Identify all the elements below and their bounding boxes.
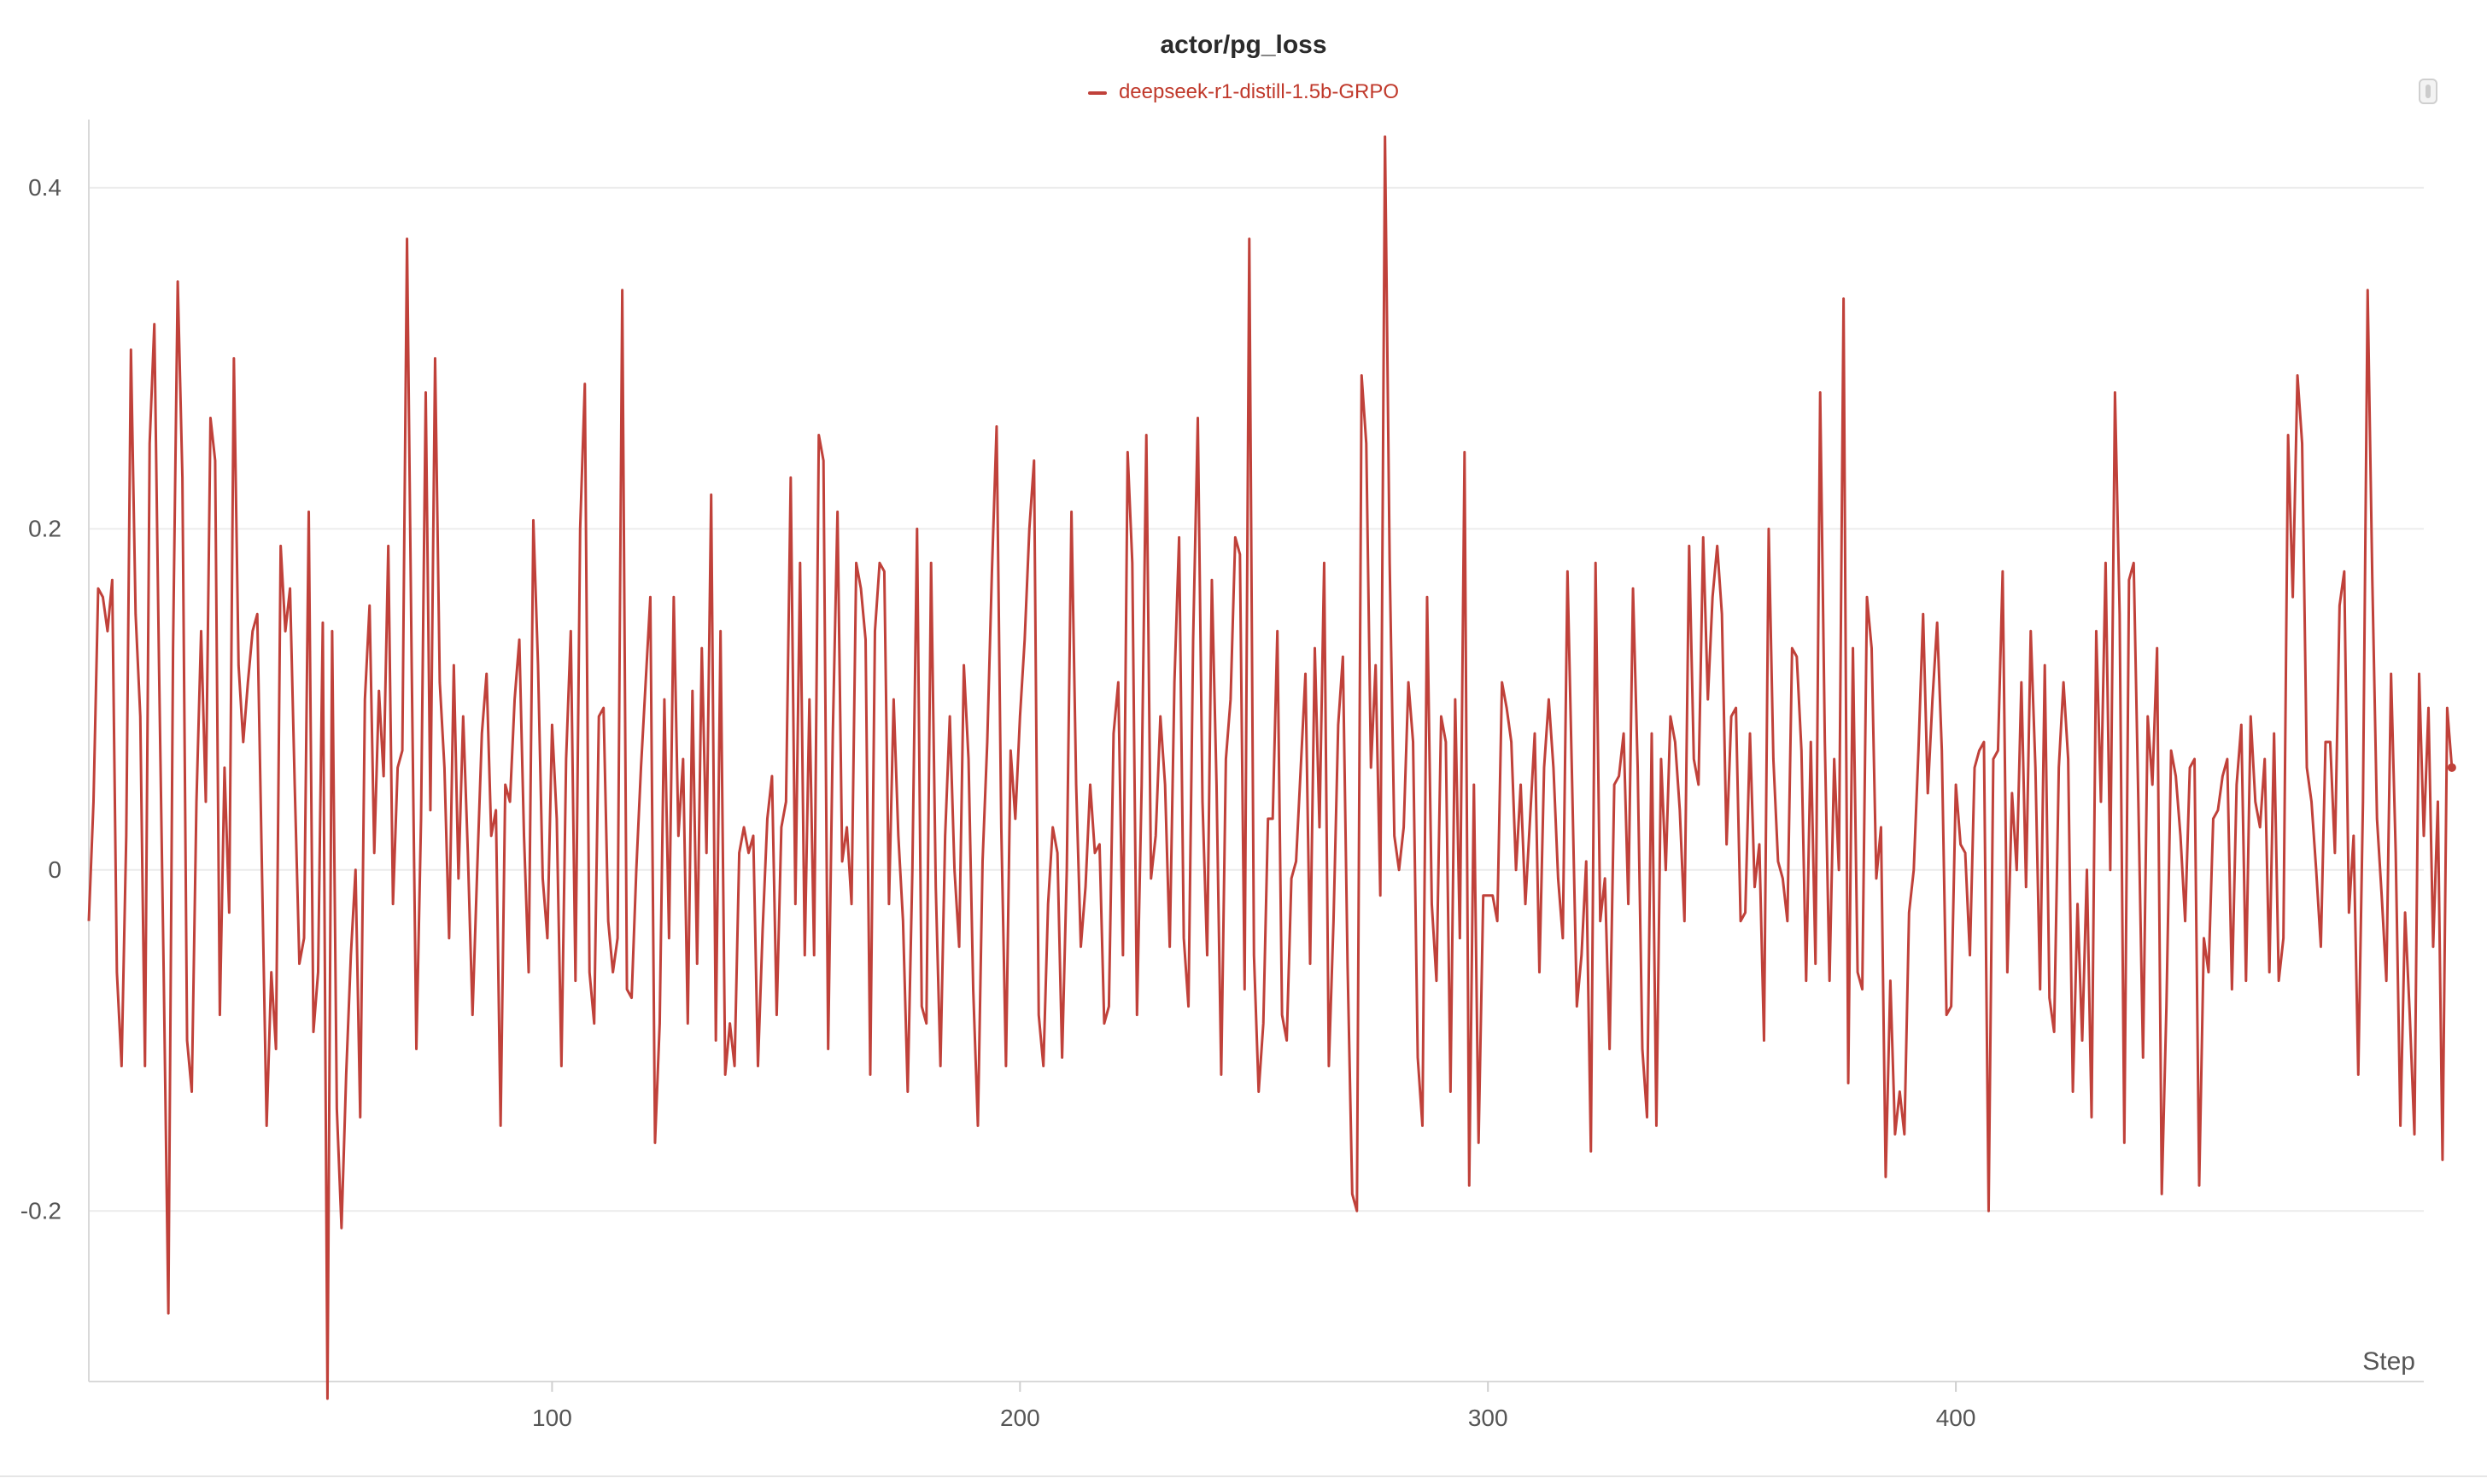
axes (88, 120, 2424, 1392)
y-tick-label: -0.2 (20, 1197, 61, 1224)
y-tick-label: 0 (48, 856, 61, 883)
series-line (87, 135, 2454, 1400)
x-axis-label: Step (2362, 1347, 2415, 1376)
legend-scroll-handle[interactable] (2419, 79, 2437, 104)
series-end-point (2447, 762, 2456, 772)
x-tick-label: 200 (1000, 1405, 1040, 1431)
chart-title: actor/pg_loss (1160, 31, 1327, 59)
x-tick-label: 300 (1468, 1405, 1508, 1431)
legend-swatch (1087, 91, 1107, 95)
y-tick-label: 0.2 (28, 515, 61, 541)
x-tick-label: 400 (1936, 1405, 1976, 1431)
series-layer (87, 135, 2456, 1400)
y-tick-label: 0.4 (28, 174, 61, 201)
x-tick-label: 100 (532, 1405, 572, 1431)
bottom-divider (0, 1475, 2487, 1477)
tick-labels: 0.4 0.2 0 -0.2 100 200 300 400 Step (20, 174, 2415, 1431)
legend[interactable]: deepseek-r1-distill-1.5b-GRPO (0, 80, 2487, 104)
legend-series-name: deepseek-r1-distill-1.5b-GRPO (1118, 80, 1400, 103)
